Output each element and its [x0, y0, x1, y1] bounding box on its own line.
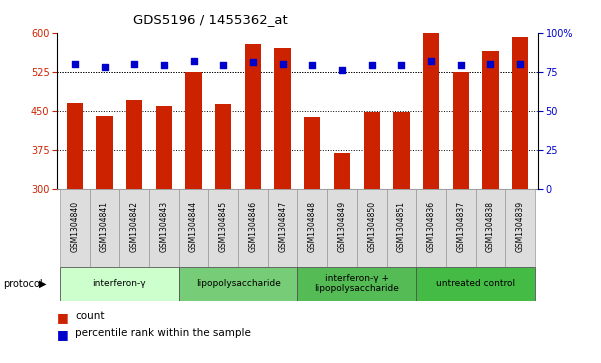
Text: lipopolysaccharide: lipopolysaccharide — [196, 279, 281, 288]
Bar — [364, 112, 380, 189]
Bar — [297, 189, 327, 267]
Bar — [96, 116, 113, 189]
Bar — [186, 72, 202, 189]
Bar — [268, 189, 297, 267]
Text: GSM1304846: GSM1304846 — [248, 201, 257, 252]
Bar — [505, 189, 535, 267]
Text: GSM1304839: GSM1304839 — [516, 201, 525, 252]
Text: GSM1304836: GSM1304836 — [427, 201, 436, 252]
Bar — [334, 154, 350, 189]
Text: percentile rank within the sample: percentile rank within the sample — [75, 328, 251, 338]
Text: ■: ■ — [57, 311, 69, 325]
Point — [189, 58, 198, 64]
Text: GDS5196 / 1455362_at: GDS5196 / 1455362_at — [133, 13, 288, 26]
Text: GSM1304845: GSM1304845 — [219, 201, 228, 252]
Text: untreated control: untreated control — [436, 279, 515, 288]
Text: GSM1304849: GSM1304849 — [338, 201, 347, 252]
Point — [100, 64, 109, 70]
Text: GSM1304837: GSM1304837 — [456, 201, 465, 252]
Text: GSM1304844: GSM1304844 — [189, 201, 198, 252]
Point — [278, 61, 287, 67]
Point — [515, 61, 525, 67]
Text: GSM1304840: GSM1304840 — [70, 201, 79, 252]
Bar — [416, 267, 535, 301]
Point — [486, 61, 495, 67]
Bar — [238, 189, 268, 267]
Bar — [327, 189, 357, 267]
Bar — [446, 189, 475, 267]
Bar — [149, 189, 178, 267]
Text: interferon-γ: interferon-γ — [93, 279, 146, 288]
Text: ▶: ▶ — [39, 279, 46, 289]
Bar — [60, 189, 90, 267]
Text: interferon-γ +
lipopolysaccharide: interferon-γ + lipopolysaccharide — [314, 274, 399, 293]
Point — [308, 62, 317, 68]
Bar — [416, 189, 446, 267]
Text: GSM1304851: GSM1304851 — [397, 201, 406, 252]
Bar — [512, 37, 528, 189]
Bar — [386, 189, 416, 267]
Bar — [453, 72, 469, 189]
Text: GSM1304847: GSM1304847 — [278, 201, 287, 252]
Point — [426, 58, 436, 64]
Bar — [126, 100, 142, 189]
Bar — [393, 112, 409, 189]
Bar — [482, 51, 499, 189]
Bar — [423, 33, 439, 189]
Bar — [275, 48, 291, 189]
Point — [219, 62, 228, 68]
Text: protocol: protocol — [3, 279, 43, 289]
Bar — [357, 189, 386, 267]
Bar — [245, 44, 261, 189]
Text: GSM1304850: GSM1304850 — [367, 201, 376, 252]
Point — [70, 61, 80, 67]
Point — [397, 62, 406, 68]
Bar — [178, 189, 209, 267]
Text: GSM1304841: GSM1304841 — [100, 201, 109, 252]
Text: GSM1304848: GSM1304848 — [308, 201, 317, 252]
Point — [248, 60, 258, 65]
Bar — [304, 117, 320, 189]
Point — [367, 62, 376, 68]
Bar — [67, 103, 83, 189]
Text: GSM1304842: GSM1304842 — [130, 201, 139, 252]
Bar — [60, 267, 178, 301]
Bar — [297, 267, 416, 301]
Point — [159, 62, 169, 68]
Point — [129, 61, 139, 67]
Text: GSM1304838: GSM1304838 — [486, 201, 495, 252]
Bar — [90, 189, 120, 267]
Bar — [475, 189, 505, 267]
Bar — [178, 267, 297, 301]
Bar — [209, 189, 238, 267]
Text: count: count — [75, 311, 105, 322]
Point — [456, 62, 466, 68]
Bar — [156, 106, 172, 189]
Point — [337, 67, 347, 73]
Bar — [215, 105, 231, 189]
Bar — [120, 189, 149, 267]
Text: GSM1304843: GSM1304843 — [159, 201, 168, 252]
Text: ■: ■ — [57, 328, 69, 341]
